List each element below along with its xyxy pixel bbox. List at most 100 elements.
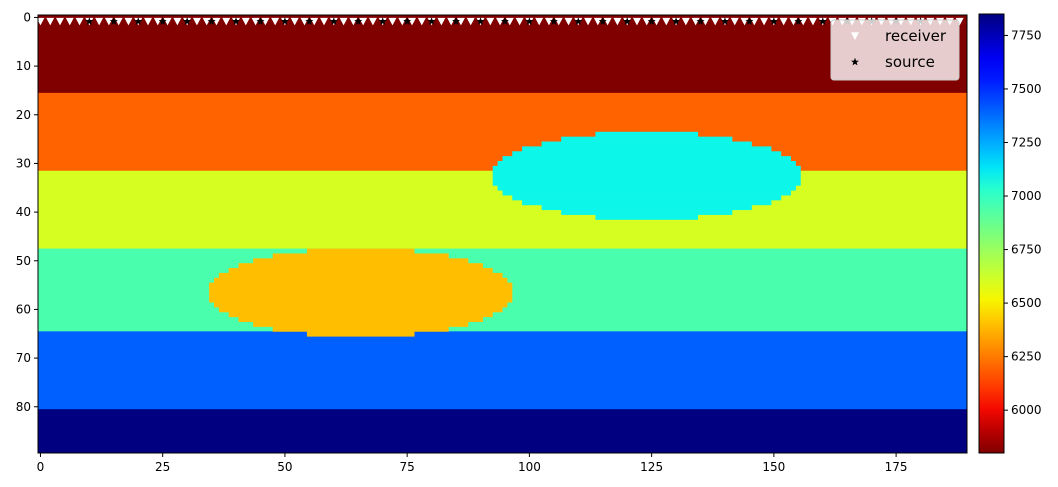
anomaly-row	[272, 253, 449, 259]
anomaly-row	[306, 331, 415, 337]
source-marker	[647, 17, 656, 25]
source-marker	[280, 17, 289, 25]
receiver-marker	[104, 17, 113, 26]
receiver-legend-icon	[851, 32, 859, 40]
x-tick-label: 0	[37, 460, 45, 474]
anomaly-row	[218, 272, 503, 279]
receiver-marker	[701, 17, 710, 26]
plot-frame	[37, 14, 968, 454]
receiver-marker	[153, 17, 162, 26]
legend-label: receiver	[885, 27, 947, 45]
receiver-marker	[95, 17, 104, 26]
source-marker	[232, 17, 241, 25]
receiver-marker	[261, 17, 270, 26]
receiver-marker	[271, 17, 280, 26]
source-marker	[598, 17, 607, 25]
source-marker	[623, 17, 632, 25]
source-marker	[696, 17, 705, 25]
source-marker	[305, 17, 314, 25]
source-marker	[354, 17, 363, 25]
anomaly-row	[214, 302, 508, 308]
receiver-marker	[202, 17, 211, 26]
anomaly-row	[502, 156, 791, 162]
receiver-marker	[437, 17, 446, 26]
anomaly-row	[492, 165, 801, 172]
receiver-marker	[584, 17, 593, 26]
anomaly-row	[541, 141, 752, 147]
x-tick-label: 150	[762, 460, 785, 474]
y-tick-label: 50	[16, 254, 31, 268]
anomaly-row	[561, 136, 733, 142]
colorbar: 6000 6250 6500 6750 7000 7250 7500 7750	[978, 13, 1042, 454]
receiver-marker	[417, 17, 426, 26]
receiver-marker	[564, 17, 573, 26]
velocity-anomaly	[492, 131, 801, 220]
velocity-layer	[38, 15, 967, 94]
anomaly-row	[541, 204, 752, 211]
colorbar-gradient	[978, 13, 1005, 454]
receiver-marker	[251, 17, 260, 26]
receiver-marker	[955, 17, 964, 26]
y-tick-label: 20	[16, 108, 31, 122]
colorbar-tick-label: 7250	[1011, 135, 1042, 149]
colorbar-tick-label: 6250	[1011, 350, 1042, 364]
receiver-marker	[789, 17, 798, 26]
receiver-marker	[359, 17, 368, 26]
anomaly-row	[522, 146, 772, 152]
source-marker	[794, 17, 803, 25]
receiver-marker	[300, 17, 309, 26]
receiver-marker	[144, 17, 153, 26]
anomaly-row	[214, 277, 508, 284]
anomaly-row	[253, 321, 469, 327]
receiver-marker	[241, 17, 250, 26]
anomaly-row	[502, 190, 791, 196]
anomaly-row	[561, 209, 733, 215]
receiver-marker	[38, 17, 45, 26]
source-marker	[452, 17, 461, 25]
source-marker	[574, 17, 583, 25]
source-marker	[403, 17, 412, 25]
legend-label: source	[885, 53, 935, 71]
source-marker	[109, 17, 118, 25]
x-tick-label: 25	[155, 460, 170, 474]
anomaly-row	[209, 297, 513, 303]
y-tick-label: 0	[23, 10, 31, 24]
receiver-marker	[808, 17, 817, 26]
anomaly-row	[497, 161, 796, 167]
receiver-marker	[750, 17, 759, 26]
velocity-anomaly	[209, 248, 513, 337]
source-marker	[256, 17, 265, 25]
y-tick-label: 60	[16, 302, 31, 316]
heatmap-plot	[38, 15, 967, 453]
x-tick-label: 50	[277, 460, 292, 474]
receiver-marker	[310, 17, 319, 26]
receiver-marker	[466, 17, 475, 26]
colorbar-tick-label: 6750	[1011, 243, 1042, 257]
receiver-marker	[65, 17, 74, 26]
receiver-marker	[613, 17, 622, 26]
anomaly-row	[497, 185, 796, 191]
velocity-layer	[38, 331, 967, 410]
anomaly-row	[492, 170, 801, 176]
anomaly-row	[595, 214, 699, 220]
receiver-marker	[339, 17, 348, 26]
anomaly-row	[228, 268, 493, 274]
receiver-marker	[290, 17, 299, 26]
y-tick-label: 40	[16, 205, 31, 219]
anomaly-row	[492, 180, 801, 186]
anomaly-row	[512, 195, 782, 201]
receiver-marker	[173, 17, 182, 26]
source-marker	[183, 17, 192, 25]
receiver-marker	[46, 17, 55, 26]
source-marker	[476, 17, 485, 25]
source-marker	[745, 17, 754, 25]
receiver-marker	[408, 17, 417, 26]
receiver-marker	[163, 17, 172, 26]
colorbar-tick-label: 7750	[1011, 28, 1042, 42]
receiver-marker	[515, 17, 524, 26]
x-tick-label: 125	[640, 460, 663, 474]
receiver-marker	[212, 17, 221, 26]
anomaly-row	[253, 258, 469, 264]
anomaly-row	[209, 287, 513, 293]
